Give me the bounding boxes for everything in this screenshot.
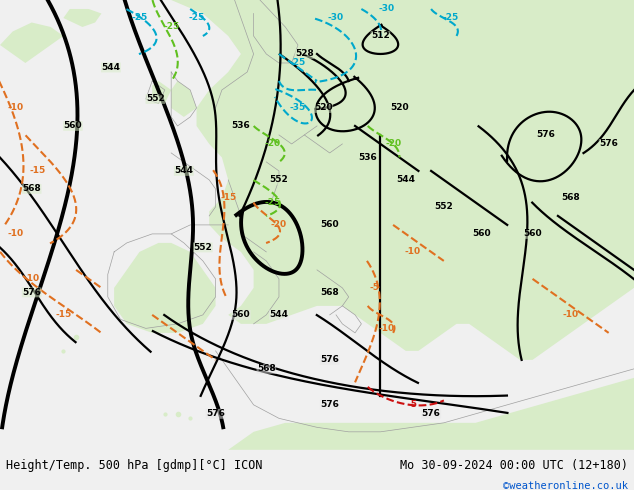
Text: 568: 568 — [320, 288, 339, 297]
Text: -15: -15 — [30, 167, 46, 175]
Text: 520: 520 — [390, 103, 409, 113]
Text: -5: -5 — [369, 283, 379, 293]
Text: -15: -15 — [55, 310, 72, 319]
Text: -25: -25 — [131, 14, 148, 23]
Text: -20: -20 — [271, 220, 287, 229]
Text: 552: 552 — [434, 202, 453, 211]
Text: -25: -25 — [264, 198, 281, 207]
Text: 552: 552 — [193, 243, 212, 252]
Text: 576: 576 — [320, 400, 339, 409]
Text: -10: -10 — [378, 324, 395, 333]
Text: -35: -35 — [290, 103, 306, 113]
Text: 568: 568 — [257, 365, 276, 373]
Text: 536: 536 — [231, 122, 250, 130]
Text: 576: 576 — [206, 409, 225, 418]
Text: 560: 560 — [63, 122, 82, 130]
Text: 560: 560 — [231, 310, 250, 319]
Text: 544: 544 — [269, 310, 288, 319]
Text: -25: -25 — [188, 14, 205, 23]
Text: -20: -20 — [264, 140, 281, 148]
Text: -30: -30 — [328, 14, 344, 23]
Text: 560: 560 — [472, 229, 491, 239]
Polygon shape — [114, 243, 216, 333]
Text: -25: -25 — [290, 58, 306, 68]
Polygon shape — [254, 0, 317, 72]
Text: 544: 544 — [396, 175, 415, 184]
Text: 568: 568 — [22, 184, 41, 194]
Text: ©weatheronline.co.uk: ©weatheronline.co.uk — [503, 481, 628, 490]
Text: -10: -10 — [404, 247, 420, 256]
Polygon shape — [228, 378, 634, 450]
Polygon shape — [0, 23, 63, 63]
Text: -20: -20 — [385, 140, 401, 148]
Text: 552: 552 — [146, 95, 165, 103]
Text: 560: 560 — [523, 229, 542, 239]
Text: 560: 560 — [320, 220, 339, 229]
Text: 528: 528 — [295, 49, 314, 58]
Polygon shape — [171, 81, 197, 117]
Text: -25: -25 — [442, 14, 458, 23]
Text: -10: -10 — [562, 310, 579, 319]
Text: -10: -10 — [8, 103, 24, 113]
Text: 544: 544 — [174, 167, 193, 175]
Text: 512: 512 — [371, 31, 390, 41]
Text: 576: 576 — [422, 409, 441, 418]
Text: -10: -10 — [23, 274, 40, 283]
Text: 576: 576 — [599, 140, 618, 148]
Polygon shape — [171, 0, 634, 360]
Text: -15: -15 — [220, 194, 236, 202]
Text: 520: 520 — [314, 103, 333, 113]
Polygon shape — [63, 9, 101, 27]
Text: 568: 568 — [561, 194, 580, 202]
Text: -25: -25 — [163, 23, 179, 31]
Text: 536: 536 — [358, 153, 377, 162]
Text: -30: -30 — [378, 4, 395, 14]
Text: 576: 576 — [22, 288, 41, 297]
Text: -5: -5 — [407, 400, 417, 409]
Text: 552: 552 — [269, 175, 288, 184]
Text: 576: 576 — [320, 355, 339, 365]
Text: 544: 544 — [101, 63, 120, 72]
Text: 576: 576 — [536, 130, 555, 140]
Polygon shape — [152, 81, 171, 103]
Text: Height/Temp. 500 hPa [gdmp][°C] ICON: Height/Temp. 500 hPa [gdmp][°C] ICON — [6, 460, 263, 472]
Text: -10: -10 — [8, 229, 24, 239]
Text: Mo 30-09-2024 00:00 UTC (12+180): Mo 30-09-2024 00:00 UTC (12+180) — [399, 460, 628, 472]
